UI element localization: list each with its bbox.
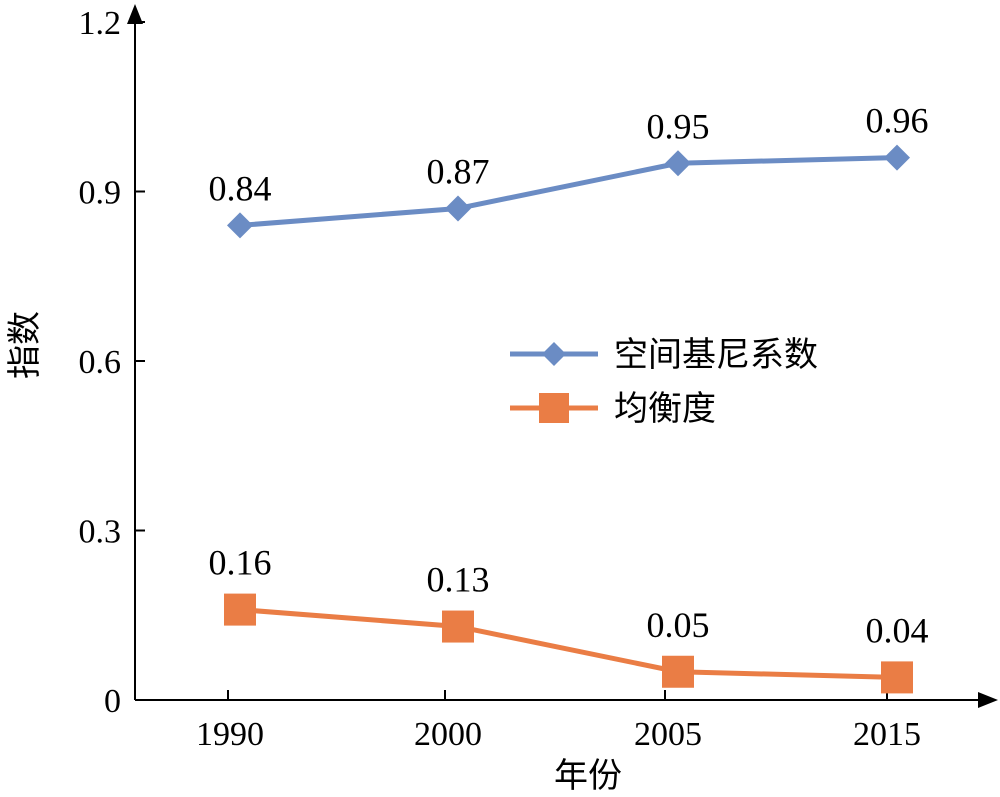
data-point-square bbox=[662, 655, 694, 688]
x-axis-arrow bbox=[978, 692, 998, 708]
series-layer: 0.84 0.87 0.95 0.96 0.16 0.13 0.05 0.04 bbox=[209, 101, 929, 694]
data-label: 0.87 bbox=[427, 151, 490, 191]
data-point-diamond bbox=[665, 150, 691, 177]
series-line bbox=[239, 607, 898, 680]
legend-marker-diamond bbox=[542, 342, 566, 366]
x-tick-label: 2005 bbox=[634, 716, 702, 753]
data-label: 0.13 bbox=[427, 560, 490, 600]
data-label: 0.84 bbox=[209, 168, 272, 208]
data-label: 0.05 bbox=[647, 605, 710, 645]
data-point-diamond bbox=[445, 195, 471, 222]
data-label: 0.95 bbox=[647, 106, 710, 146]
y-tick-label: 0.3 bbox=[79, 514, 122, 551]
legend-marker-square bbox=[539, 393, 569, 423]
data-label: 0.96 bbox=[866, 101, 929, 141]
x-tick-label: 1990 bbox=[196, 716, 264, 753]
data-point-diamond bbox=[884, 144, 910, 171]
y-tick-label: 0 bbox=[104, 683, 121, 720]
y-axis-arrow bbox=[127, 4, 143, 24]
data-label: 0.16 bbox=[209, 543, 272, 583]
series-line bbox=[239, 155, 898, 228]
x-tick-label: 2015 bbox=[853, 716, 921, 753]
y-axis-title: 指数 bbox=[6, 311, 44, 379]
x-axis-title: 年份 bbox=[554, 757, 622, 795]
legend-item: 均衡度 bbox=[510, 390, 716, 428]
data-point-diamond bbox=[227, 212, 253, 239]
series-gini: 0.84 0.87 0.95 0.96 bbox=[209, 101, 929, 239]
y-axis bbox=[127, 4, 143, 700]
x-ticks: 1990 2000 2005 2015 bbox=[196, 690, 921, 753]
data-point-square bbox=[881, 661, 913, 694]
legend-label: 空间基尼系数 bbox=[614, 336, 818, 374]
y-tick-label: 0.9 bbox=[79, 175, 122, 212]
y-tick-label: 1.2 bbox=[79, 5, 122, 42]
y-ticks: 0 0.3 0.6 0.9 1.2 bbox=[79, 5, 145, 720]
series-balance: 0.16 0.13 0.05 0.04 bbox=[209, 543, 929, 694]
y-tick-label: 0.6 bbox=[79, 344, 122, 381]
legend-label: 均衡度 bbox=[614, 390, 716, 428]
data-point-square bbox=[442, 610, 474, 643]
legend-item: 空间基尼系数 bbox=[510, 336, 818, 374]
x-tick-label: 2000 bbox=[414, 716, 482, 753]
x-axis bbox=[135, 692, 998, 708]
data-point-square bbox=[224, 593, 256, 626]
data-label: 0.04 bbox=[866, 610, 929, 650]
